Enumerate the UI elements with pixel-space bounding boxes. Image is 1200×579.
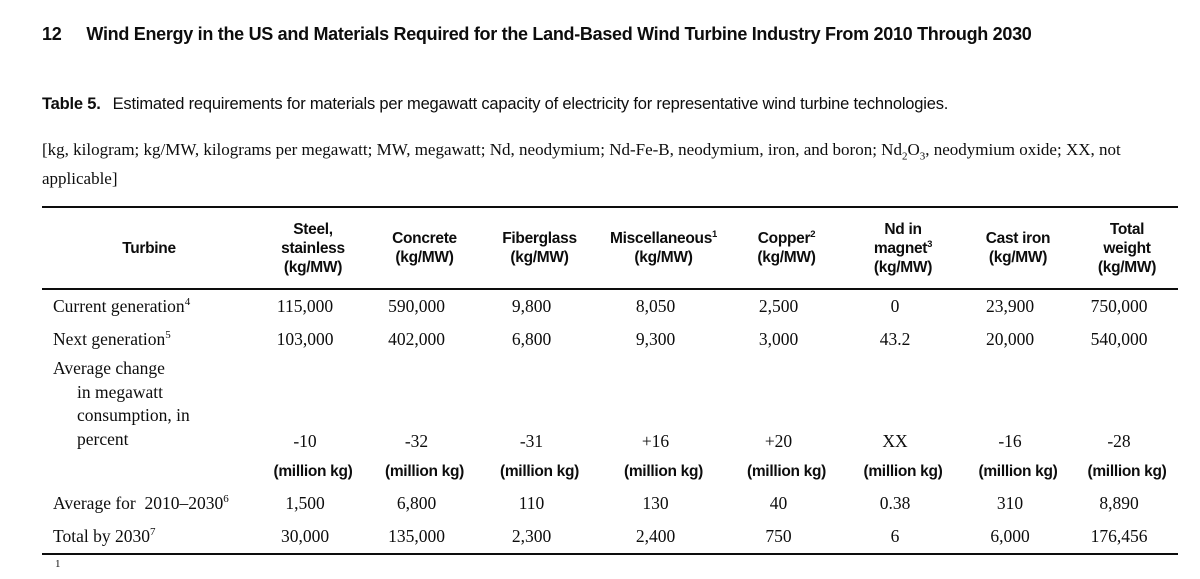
table-cell: -28 [1107,431,1131,452]
column-header-fiberglass: Fiberglass (kg/MW) [502,230,577,267]
table-cell: +16 [641,431,670,452]
note-text-start: [kg, kilogram; kg/MW, kilograms per mega… [42,140,902,159]
table-cell: 23,900 [985,296,1035,317]
materials-table: Turbine Steel, stainless (kg/MW) Concrete… [42,206,1178,556]
column-header-copper: Copper2 (kg/MW) [757,229,816,267]
table-row-total-by-2030: Total by 20307 30,000 135,000 2,300 2,40… [42,520,1178,554]
table-cell: (million kg) [978,463,1058,481]
table-cell: 2,400 [635,526,676,547]
page-number: 12 [42,24,62,44]
table-cell: 8,050 [635,296,676,317]
table-cell: 6 [890,526,900,547]
abbreviation-note: [kg, kilogram; kg/MW, kilograms per mega… [42,139,1178,190]
table-cell: 2,500 [758,296,799,317]
table-caption-text: Estimated requirements for materials per… [112,95,949,113]
table-cell: 2,300 [511,526,552,547]
column-header-miscellaneous: Miscellaneous1 (kg/MW) [609,229,718,267]
table-cell: 43.2 [879,329,911,350]
table-row-average-change-percent: Average change in megawatt consumption, … [42,356,1178,457]
table-row-million-kg-units: (million kg) (million kg) (million kg) (… [42,457,1178,487]
table-cell: 6,000 [990,526,1030,547]
table-cell: 8,890 [1099,493,1139,514]
table-cell: 135,000 [388,526,445,547]
table-cell: 9,300 [635,329,676,350]
table-cell: 6,800 [511,329,552,350]
table-cell: 130 [642,493,669,514]
table-cell: -32 [404,431,429,452]
row-label: Next generation5 [53,329,171,350]
row-label: Average change in megawatt consumption, … [53,358,190,449]
table-cell: (million kg) [746,463,827,481]
row-label: Total by 20307 [53,526,156,547]
formula-subscript: 2 [901,150,908,163]
row-label: Average for 2010–20306 [53,493,229,514]
table-caption-label: Table 5. [42,95,101,113]
table-cell: 20,000 [985,329,1035,350]
row-label: Current generation4 [53,296,191,317]
table-row-average-2010-2030: Average for 2010–20306 1,500 6,800 110 1… [42,487,1178,520]
table-cell: 6,800 [396,493,437,514]
table-cell: 103,000 [276,329,334,350]
column-header-turbine: Turbine [122,239,176,257]
table-cell: -16 [998,431,1022,452]
table-caption: Table 5. Estimated requirements for mater… [42,94,1178,114]
table-cell: 40 [769,493,788,514]
table-cell: (million kg) [273,463,353,481]
column-header-concrete: Concrete (kg/MW) [392,230,457,267]
table-cell: 540,000 [1090,329,1148,350]
table-cell: 30,000 [280,526,330,547]
table-cell: 0.38 [879,493,911,514]
table-cell: (million kg) [863,463,943,481]
table-cell: 3,000 [758,329,799,350]
table-cell: 176,456 [1090,526,1148,547]
table-row-next-generation: Next generation5 103,000 402,000 6,800 9… [42,323,1178,356]
table-row-current-generation: Current generation4 115,000 590,000 9,80… [42,289,1178,323]
table-cell: 402,000 [388,329,445,350]
table-cell: -31 [519,431,544,452]
column-header-nd-in-magnet: Nd in magnet3 (kg/MW) [873,220,933,276]
column-header-total-weight: Total weight (kg/MW) [1097,220,1157,276]
table-cell: 590,000 [388,296,445,317]
running-title: Wind Energy in the US and Materials Requ… [86,24,1032,44]
table-cell: 9,800 [511,296,552,317]
table-cell: 0 [890,296,900,317]
table-cell: 310 [996,493,1024,514]
formula-element: O [907,140,920,159]
column-header-steel-stainless: Steel, stainless (kg/MW) [281,220,345,276]
table-cell: (million kg) [1087,463,1167,481]
table-cell: 750,000 [1090,296,1148,317]
table-cell: (million kg) [384,463,465,481]
table-cell: 1,500 [285,493,325,514]
formula-subscript: 3 [919,150,926,163]
table-cell: +20 [764,431,793,452]
table-cell: -10 [293,431,317,452]
running-head: 12 Wind Energy in the US and Materials R… [42,24,1178,44]
header-row: Turbine Steel, stainless (kg/MW) Concrete… [42,207,1178,290]
table-cell: (million kg) [623,463,704,481]
note-text-end: , neodymium oxide; XX, not applicable] [42,140,1121,188]
table-cell: (million kg) [499,463,580,481]
table-cell: 750 [765,526,792,547]
row-label [42,457,256,487]
footnote-marker: 1 [55,558,61,571]
table-cell: 110 [518,493,545,514]
table-cell: XX [882,431,908,452]
column-header-cast-iron: Cast iron (kg/MW) [985,230,1051,267]
table-cell: 115,000 [276,296,334,317]
